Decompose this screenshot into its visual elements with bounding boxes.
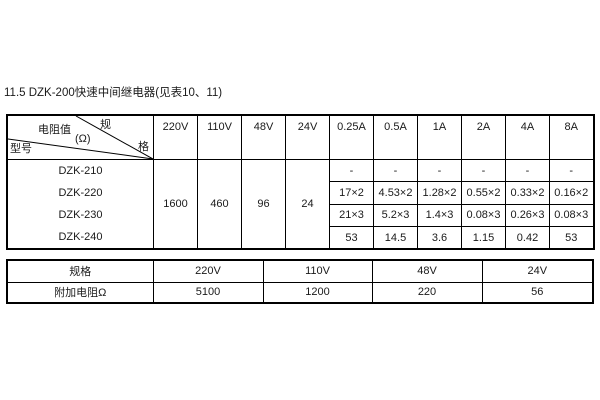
model-column: DZK-210 DZK-220 DZK-230 DZK-240 — [6, 159, 154, 250]
current-value: - — [329, 158, 374, 183]
current-value: 5.2×3 — [373, 203, 418, 228]
spec-value: 48V — [371, 259, 483, 283]
current-value: - — [417, 158, 462, 183]
corner-label-spec-top: 规 — [100, 119, 111, 131]
resistance-value-48v: 96 — [241, 159, 286, 250]
spec-value: 110V — [262, 259, 373, 283]
table-row: 附加电阻Ω 5100 1200 220 56 — [6, 281, 594, 304]
current-value: 1.4×3 — [417, 203, 462, 228]
current-value: 1.28×2 — [417, 181, 462, 205]
col-header: 110V — [197, 114, 242, 160]
table-row: 规格 220V 110V 48V 24V — [6, 259, 594, 283]
current-value: - — [373, 158, 418, 183]
corner-label-spec-bottom: 格 — [138, 141, 149, 153]
col-header: 8A — [549, 114, 594, 160]
current-value: 0.08×3 — [461, 203, 506, 228]
additional-resistance-value: 1200 — [262, 281, 373, 304]
col-header: 24V — [285, 114, 330, 160]
col-header: 0.25A — [329, 114, 374, 160]
current-value: 0.08×3 — [549, 203, 594, 228]
current-value: 53 — [549, 226, 594, 250]
current-value: 0.26×3 — [505, 203, 550, 228]
corner-label-ohm-unit: (Ω) — [75, 133, 91, 145]
spec-value: 24V — [481, 259, 594, 283]
resistance-value-110v: 460 — [197, 159, 242, 250]
corner-label-resistance: 电阻值 — [38, 124, 71, 136]
resistance-value-24v: 24 — [285, 159, 330, 250]
diagonal-header-box: 规 格 电阻值 (Ω) 型号 — [8, 116, 153, 159]
current-value: - — [549, 158, 594, 183]
table-header-row: 规 格 电阻值 (Ω) 型号 220V 110V 48V 24V 0.25A 0… — [6, 114, 594, 160]
spec-row-label: 规格 — [6, 259, 154, 283]
model-name: DZK-210 — [58, 165, 103, 177]
col-header: 220V — [153, 114, 198, 160]
col-header: 2A — [461, 114, 506, 160]
current-value: 3.6 — [417, 226, 462, 250]
current-value: 0.42 — [505, 226, 550, 250]
additional-resistance-value: 56 — [481, 281, 594, 304]
current-value: 0.33×2 — [505, 181, 550, 205]
current-value: 4.53×2 — [373, 181, 418, 205]
current-value: 0.55×2 — [461, 181, 506, 205]
model-name: DZK-220 — [58, 187, 103, 199]
additional-resistance-value: 5100 — [152, 281, 264, 304]
additional-resistance-table: 规格 220V 110V 48V 24V 附加电阻Ω 5100 1200 220… — [6, 259, 594, 304]
current-value: - — [461, 158, 506, 183]
spec-value: 220V — [152, 259, 264, 283]
current-value: 53 — [329, 226, 374, 250]
current-value: 17×2 — [329, 181, 374, 205]
current-value: 21×3 — [329, 203, 374, 228]
col-header: 1A — [417, 114, 462, 160]
col-header: 48V — [241, 114, 286, 160]
current-value: 14.5 — [373, 226, 418, 250]
model-name: DZK-230 — [58, 209, 103, 221]
diagonal-lines — [8, 116, 153, 159]
diagonal-header-cell: 规 格 电阻值 (Ω) 型号 — [6, 114, 154, 160]
col-header: 4A — [505, 114, 550, 160]
current-value: 1.15 — [461, 226, 506, 250]
section-title: 11.5 DZK-200快速中间继电器(见表10、11) — [4, 87, 223, 99]
table-row: DZK-210 DZK-220 DZK-230 DZK-240 1600 460… — [6, 158, 594, 250]
col-header: 0.5A — [373, 114, 418, 160]
table-row: 17×2 4.53×2 1.28×2 0.55×2 0.33×2 0.16×2 — [7, 181, 594, 205]
table-row: 21×3 5.2×3 1.4×3 0.08×3 0.26×3 0.08×3 — [7, 203, 594, 228]
current-value: - — [505, 158, 550, 183]
additional-resistance-label: 附加电阻Ω — [6, 281, 154, 304]
additional-resistance-value: 220 — [371, 281, 483, 304]
table-row: 53 14.5 3.6 1.15 0.42 53 — [7, 226, 594, 250]
resistance-value-220v: 1600 — [153, 159, 198, 250]
current-value: 0.16×2 — [549, 181, 594, 205]
model-name: DZK-240 — [58, 231, 103, 243]
corner-label-model: 型号 — [10, 143, 32, 155]
resistance-spec-table: 规 格 电阻值 (Ω) 型号 220V 110V 48V 24V 0.25A 0… — [6, 114, 595, 250]
